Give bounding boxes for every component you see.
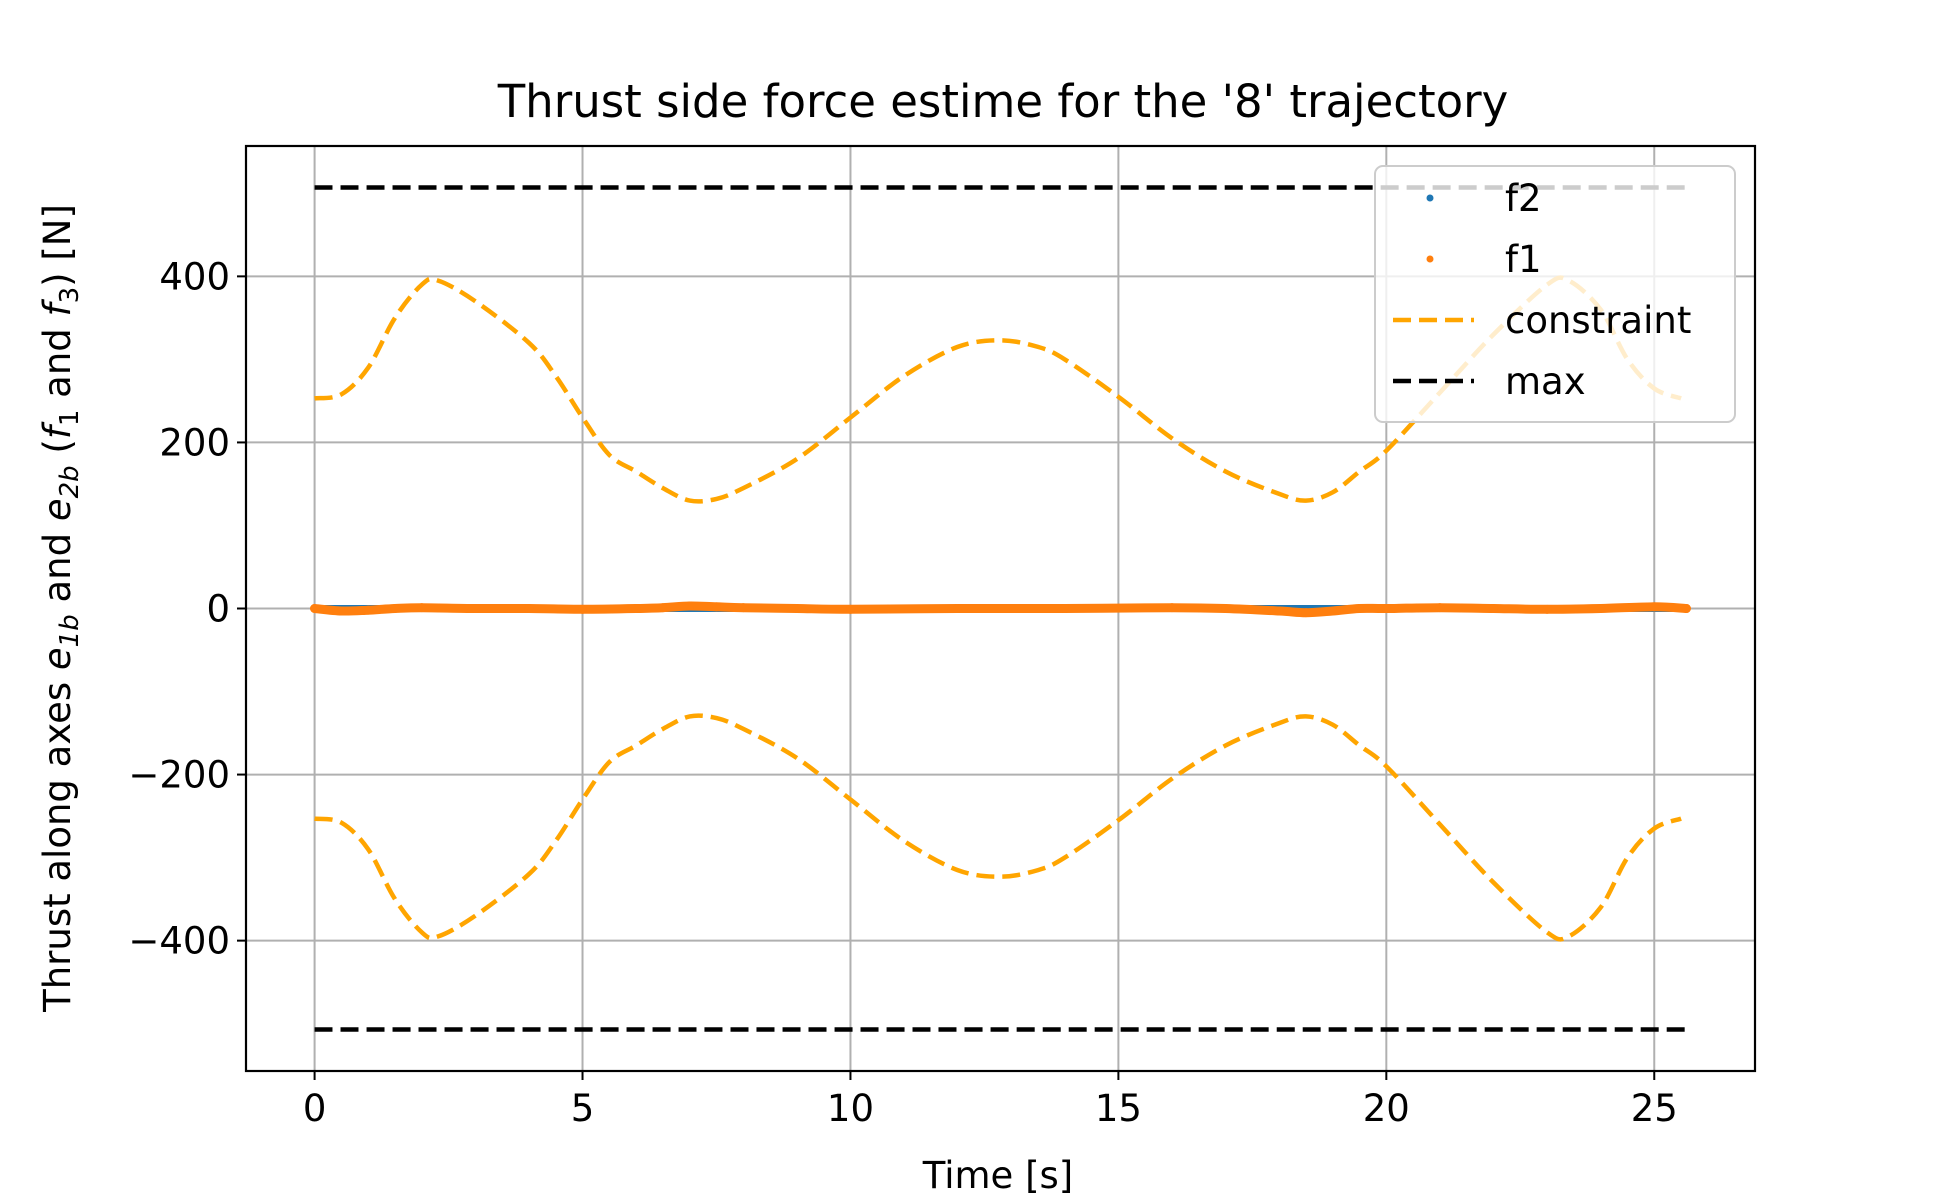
legend-item-constraint: constraint (1393, 299, 1691, 342)
series-f1-point (1274, 606, 1284, 616)
series-f1-point (792, 604, 802, 613)
legend-box (1374, 165, 1736, 423)
legend-label-f1: f1 (1505, 238, 1542, 281)
x-tick-label: 0 (303, 1087, 327, 1130)
series-f1-point (578, 604, 588, 614)
legend-label-f2: f2 (1505, 177, 1542, 220)
series-f1-point (1167, 603, 1177, 613)
series-f1-point (1542, 604, 1552, 614)
legend: f2 f1 constraint max (1374, 165, 1736, 423)
series-f1-point (685, 601, 695, 611)
series-f1-point (363, 605, 373, 615)
y-tick-label: 0 (206, 588, 230, 631)
series-f1-point (953, 604, 963, 613)
y-axis-label: Thrust along axes e1b and e2b (f1 and f3… (36, 204, 85, 1013)
series-f1-point (1596, 604, 1606, 613)
series-f1-point (711, 602, 721, 612)
series-f1-point (631, 604, 641, 613)
series-f1-point (1435, 603, 1445, 613)
series-f1-trace (310, 601, 1691, 618)
series-f1-point (336, 606, 346, 616)
legend-item-f2: f2 (1426, 177, 1542, 220)
y-tick-label: 200 (159, 421, 230, 464)
x-axis-label: Time [s] (922, 1154, 1073, 1197)
x-tick-label: 15 (1095, 1087, 1142, 1130)
x-tick-label: 5 (571, 1087, 595, 1130)
x-tick-label: 10 (827, 1087, 874, 1130)
series-f1-point (524, 604, 534, 613)
legend-label-max: max (1505, 360, 1586, 403)
series-f1-point (390, 604, 400, 613)
series-f1-point (738, 603, 748, 613)
series-f1-point (658, 603, 668, 613)
y-tick-label: 400 (159, 255, 230, 298)
series-f1-point (470, 604, 480, 613)
series-f1-point (417, 603, 427, 613)
series-f1-point (1681, 604, 1691, 613)
series-f1-point (1328, 606, 1338, 616)
legend-item-max: max (1393, 360, 1586, 403)
legend-item-f1: f1 (1426, 238, 1542, 281)
x-tick-label: 20 (1363, 1087, 1410, 1130)
legend-marker-f1 (1426, 255, 1434, 263)
series-f1-point (1060, 604, 1070, 613)
legend-marker-f2 (1426, 194, 1434, 202)
legend-label-constraint: constraint (1505, 299, 1691, 342)
series-f1-point (1301, 608, 1311, 618)
series-f1-point (845, 604, 855, 614)
y-tick-label: −200 (128, 754, 230, 797)
series-constraint-lower (314, 713, 1682, 942)
series-f1-point (1221, 604, 1231, 613)
series-f1-point (310, 604, 320, 613)
series-f1-point (1355, 604, 1365, 613)
y-tick-label: −400 (128, 920, 230, 963)
x-tick-label: 25 (1631, 1087, 1678, 1130)
chart-title: Thrust side force estime for the '8' tra… (497, 75, 1509, 128)
series-f1-point (1488, 604, 1498, 613)
axis-ticks: 0 5 10 15 20 25 −400 −200 0 200 400 (128, 255, 1677, 1130)
series-f1-point (1381, 604, 1391, 613)
series-f1-point (1649, 602, 1659, 612)
